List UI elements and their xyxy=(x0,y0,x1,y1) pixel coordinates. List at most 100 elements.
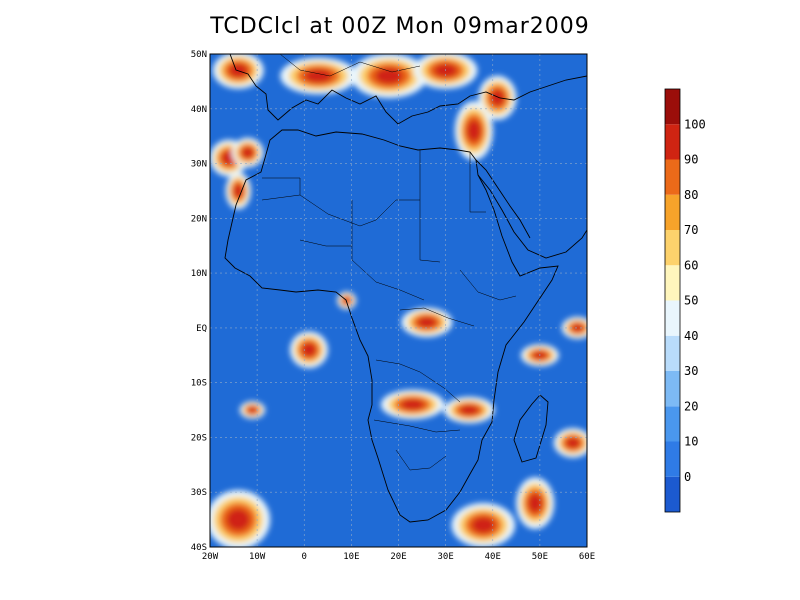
border-line xyxy=(395,449,447,471)
plot-area xyxy=(210,54,587,547)
cloud-patch xyxy=(454,101,493,161)
europe-coast xyxy=(229,54,587,125)
cloud-patch xyxy=(553,428,587,458)
latitude-labels: 50N 40N 30N 20N 10N EQ 10S 20S 30S 40S xyxy=(191,50,207,553)
border-line xyxy=(261,177,301,201)
grid-lines xyxy=(210,54,587,547)
cloud-patch xyxy=(210,490,271,547)
border-line xyxy=(419,150,441,263)
colorbar-swatch xyxy=(665,89,680,125)
cloud-patch xyxy=(478,75,517,121)
colorbar-label: 80 xyxy=(684,188,698,202)
lat-tick-label: 30S xyxy=(191,488,207,498)
border-line xyxy=(299,239,352,247)
cloud-patch xyxy=(231,137,264,168)
colorbar: 0 10 20 30 40 50 60 70 80 90 100 xyxy=(664,88,706,513)
lon-tick-label: 50E xyxy=(532,552,548,562)
lat-tick-label: 30N xyxy=(191,160,207,170)
colorbar-label: 60 xyxy=(684,258,698,272)
colorbar-label: 30 xyxy=(684,364,698,378)
border-line xyxy=(279,54,421,77)
plot-title: TCDClcl at 00Z Mon 09mar2009 xyxy=(210,14,590,39)
colorbar-swatch xyxy=(665,335,680,371)
cloud-patch xyxy=(289,331,329,369)
lat-tick-label: EQ xyxy=(196,324,207,334)
cloud-patch xyxy=(280,57,357,95)
cloud-contour xyxy=(247,406,258,414)
cloud-patch xyxy=(451,502,516,547)
lat-tick-label: 20N xyxy=(191,214,207,224)
colorbar-swatch xyxy=(665,371,680,407)
lon-tick-label: 10E xyxy=(343,552,359,562)
cloud-patch xyxy=(239,401,266,419)
colorbar-swatch xyxy=(665,159,680,195)
cloud-contour xyxy=(466,119,481,142)
lon-tick-label: 10W xyxy=(249,552,266,562)
cloud-contour xyxy=(417,316,437,328)
lat-tick-label: 10N xyxy=(191,269,207,279)
cloud-patch xyxy=(516,477,555,530)
colorbar-swatch xyxy=(665,476,680,512)
border-line xyxy=(351,200,425,301)
border-line xyxy=(373,419,461,433)
cloud-contour xyxy=(490,89,505,107)
colorbar-swatch xyxy=(665,230,680,266)
colorbar-label: 50 xyxy=(684,294,698,308)
colorbar-label: 10 xyxy=(684,435,698,449)
colorbar-swatch xyxy=(665,194,680,230)
lon-tick-label: 20E xyxy=(390,552,406,562)
lat-tick-label: 10S xyxy=(191,379,207,389)
cloud-contour xyxy=(471,516,496,534)
border-line xyxy=(299,194,420,227)
colorbar-frame xyxy=(664,88,681,513)
cloud-patch xyxy=(380,389,445,420)
arabia-coast xyxy=(477,174,587,259)
lat-tick-label: 20S xyxy=(191,433,207,443)
cloud-contour xyxy=(374,67,404,85)
colorbar-label: 0 xyxy=(684,470,691,484)
border-line xyxy=(399,307,475,327)
cloud-contour xyxy=(459,405,479,415)
border-line xyxy=(469,152,486,213)
lat-tick-label: 40N xyxy=(191,105,207,115)
cloud-contour xyxy=(565,437,580,449)
lat-tick-label: 40S xyxy=(191,543,207,553)
colorbar-label: 100 xyxy=(684,117,706,131)
lon-tick-label: 60E xyxy=(579,552,595,562)
lon-tick-label: 0 xyxy=(302,552,307,562)
cloud-patch xyxy=(225,172,251,210)
lat-tick-label: 50N xyxy=(191,50,207,60)
cloud-patch xyxy=(337,291,357,310)
colorbar-label: 20 xyxy=(684,399,698,413)
lon-tick-label: 20W xyxy=(202,552,219,562)
plot-frame xyxy=(209,53,588,548)
cloud-patch xyxy=(401,307,453,338)
cloud-contour xyxy=(571,323,584,332)
red-sea-coast xyxy=(475,159,531,239)
colorbar-swatch xyxy=(665,441,680,477)
longitude-labels: 20W 10W 0 10E 20E 30E 40E 50E 60E xyxy=(202,552,595,562)
colorbar-swatch xyxy=(665,124,680,160)
colorbar-label: 70 xyxy=(684,223,698,237)
lon-tick-label: 30E xyxy=(437,552,453,562)
cloud-contour xyxy=(241,147,254,159)
colorbar-label: 90 xyxy=(684,153,698,167)
cloud-contour xyxy=(528,493,543,513)
border-line xyxy=(459,269,517,301)
lon-tick-label: 40E xyxy=(485,552,501,562)
africa-outline xyxy=(224,129,559,523)
madagascar-outline xyxy=(513,394,549,463)
border-line xyxy=(375,359,461,403)
cloud-cover-field xyxy=(210,54,587,547)
colorbar-swatch xyxy=(665,265,680,301)
africa-coastline xyxy=(224,54,587,523)
cloud-contour xyxy=(226,508,251,531)
colorbar-swatch xyxy=(665,300,680,336)
colorbar-swatch xyxy=(665,406,680,442)
cloud-patch xyxy=(350,54,428,99)
colorbar-label: 40 xyxy=(684,329,698,343)
cloud-patch xyxy=(443,396,495,424)
country-borders xyxy=(261,54,517,471)
cloud-contour xyxy=(400,399,425,411)
